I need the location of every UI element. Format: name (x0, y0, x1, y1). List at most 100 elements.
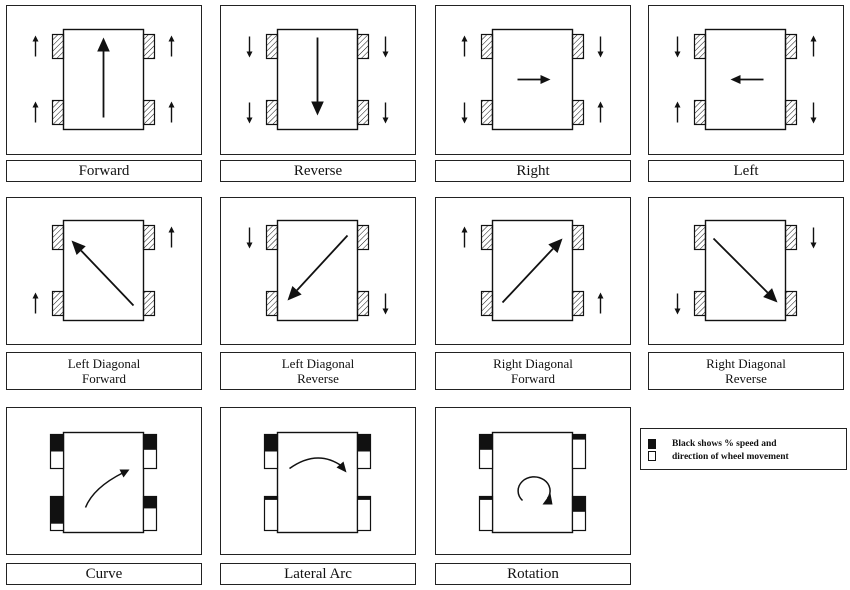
wheel-rear-left-arrow (461, 102, 468, 124)
motion-arrow (97, 37, 110, 118)
wheel-rear-left (51, 290, 65, 317)
caption-curve: Curve (6, 563, 202, 585)
motion-arrow (71, 240, 135, 307)
wheel-rear-right (142, 99, 156, 126)
legend: Black shows % speed and direction of whe… (640, 428, 847, 470)
wheel-rear-right (142, 290, 156, 317)
robot-body (276, 219, 359, 322)
wheel-front-right-arrow (810, 35, 817, 57)
caption-left-diagonal-forward: Left Diagonal Forward (6, 352, 202, 390)
motion-arrow (730, 75, 764, 84)
wheel-rear-left-arrow (246, 102, 253, 124)
wheel-front-left (49, 433, 65, 470)
wheel-front-right (356, 224, 370, 251)
wheel-rear-left-arrow (674, 293, 681, 315)
caption-rotation: Rotation (435, 563, 631, 585)
wheel-front-left (265, 224, 279, 251)
rotation-arrow (517, 476, 553, 505)
wheel-front-right-arrow (597, 36, 604, 58)
wheel-front-left (480, 224, 494, 251)
wheel-rear-left (265, 99, 279, 126)
wheel-rear-right (784, 290, 798, 317)
wheel-front-right (784, 224, 798, 251)
wheel-front-right (571, 33, 585, 60)
caption-right-diagonal-reverse: Right Diagonal Reverse (648, 352, 844, 390)
legend-white-swatch (648, 451, 656, 461)
wheel-front-left (263, 433, 279, 470)
caption-left-diagonal-reverse-line-1: Left Diagonal (281, 356, 355, 371)
wheel-rear-right (784, 99, 798, 126)
wheel-front-left (265, 33, 279, 60)
wheel-front-right (356, 433, 372, 470)
wheel-rear-left (263, 495, 279, 532)
wheel-front-left-arrow (461, 35, 468, 57)
wheel-rear-right-arrow (597, 101, 604, 123)
wheel-rear-left-arrow (674, 101, 681, 123)
wheel-rear-left (49, 495, 65, 532)
wheel-front-right (142, 224, 156, 251)
legend-line-2: direction of wheel movement (672, 452, 789, 462)
caption-right-diagonal-forward-line-2: Forward (510, 371, 556, 386)
caption-right-diagonal-reverse-line-1: Right Diagonal (706, 356, 786, 371)
wheel-front-right-arrow (168, 226, 175, 248)
panel-left (648, 5, 844, 155)
motion-arrow (84, 469, 130, 508)
caption-left-diagonal-forward-line-1: Left Diagonal (67, 356, 141, 371)
wheel-rear-right (142, 495, 158, 532)
wheel-front-left (51, 33, 65, 60)
robot-body (491, 28, 574, 131)
motion-arrow (712, 237, 778, 303)
caption-right-line-1: Right (516, 162, 550, 179)
wheel-front-left (478, 433, 494, 470)
wheel-front-left-arrow (246, 227, 253, 249)
panel-right-diagonal-forward (435, 197, 631, 345)
caption-reverse: Reverse (220, 160, 416, 182)
wheel-rear-right-arrow (597, 292, 604, 314)
caption-rotation-line-1: Rotation (507, 565, 559, 582)
wheel-rear-right (571, 290, 585, 317)
wheel-front-right (571, 433, 587, 470)
legend-line-1: Black shows % speed and (672, 439, 777, 449)
wheel-rear-left-arrow (32, 292, 39, 314)
caption-right: Right (435, 160, 631, 182)
wheel-front-left (480, 33, 494, 60)
robot-body (62, 431, 145, 534)
panel-right-diagonal-reverse-drawing (674, 219, 817, 322)
wheel-rear-right-arrow (810, 102, 817, 124)
panel-left-diagonal-reverse-drawing (246, 219, 389, 322)
motion-arrow (289, 457, 347, 473)
wheel-rear-left (693, 99, 707, 126)
panel-left-drawing (674, 28, 817, 131)
wheel-front-right-arrow (168, 35, 175, 57)
panel-curve-drawing (49, 431, 158, 534)
caption-left-diagonal-reverse: Left Diagonal Reverse (220, 352, 416, 390)
caption-right-diagonal-forward-line-1: Right Diagonal (493, 356, 573, 371)
wheel-rear-right (356, 99, 370, 126)
wheel-front-left (51, 224, 65, 251)
wheel-front-right-arrow (810, 227, 817, 249)
wheel-rear-right (356, 495, 372, 532)
wheel-rear-right-arrow (382, 293, 389, 315)
wheel-front-right (784, 33, 798, 60)
wheel-front-left (693, 224, 707, 251)
caption-left-diagonal-forward-line-2: Forward (81, 371, 127, 386)
caption-forward: Forward (6, 160, 202, 182)
wheel-rear-left-arrow (32, 101, 39, 123)
panel-right (435, 5, 631, 155)
legend-black-swatch (648, 439, 656, 449)
wheel-front-left-arrow (246, 36, 253, 58)
wheel-front-right-arrow (382, 36, 389, 58)
caption-curve-line-1: Curve (85, 565, 123, 582)
panel-lateral-arc (220, 407, 416, 555)
panel-right-diagonal-forward-drawing (461, 219, 604, 322)
wheel-rear-left (51, 99, 65, 126)
wheel-rear-right-arrow (168, 101, 175, 123)
wheel-front-right (142, 433, 158, 470)
motion-arrow (517, 75, 551, 84)
caption-right-diagonal-reverse-line-2: Reverse (725, 371, 767, 386)
legend-text: Black shows % speed and direction of whe… (672, 438, 844, 464)
caption-lateral-arc: Lateral Arc (220, 563, 416, 585)
panel-forward (6, 5, 202, 155)
caption-left-line-1: Left (733, 162, 759, 179)
caption-left-diagonal-reverse-line-2: Reverse (297, 371, 339, 386)
